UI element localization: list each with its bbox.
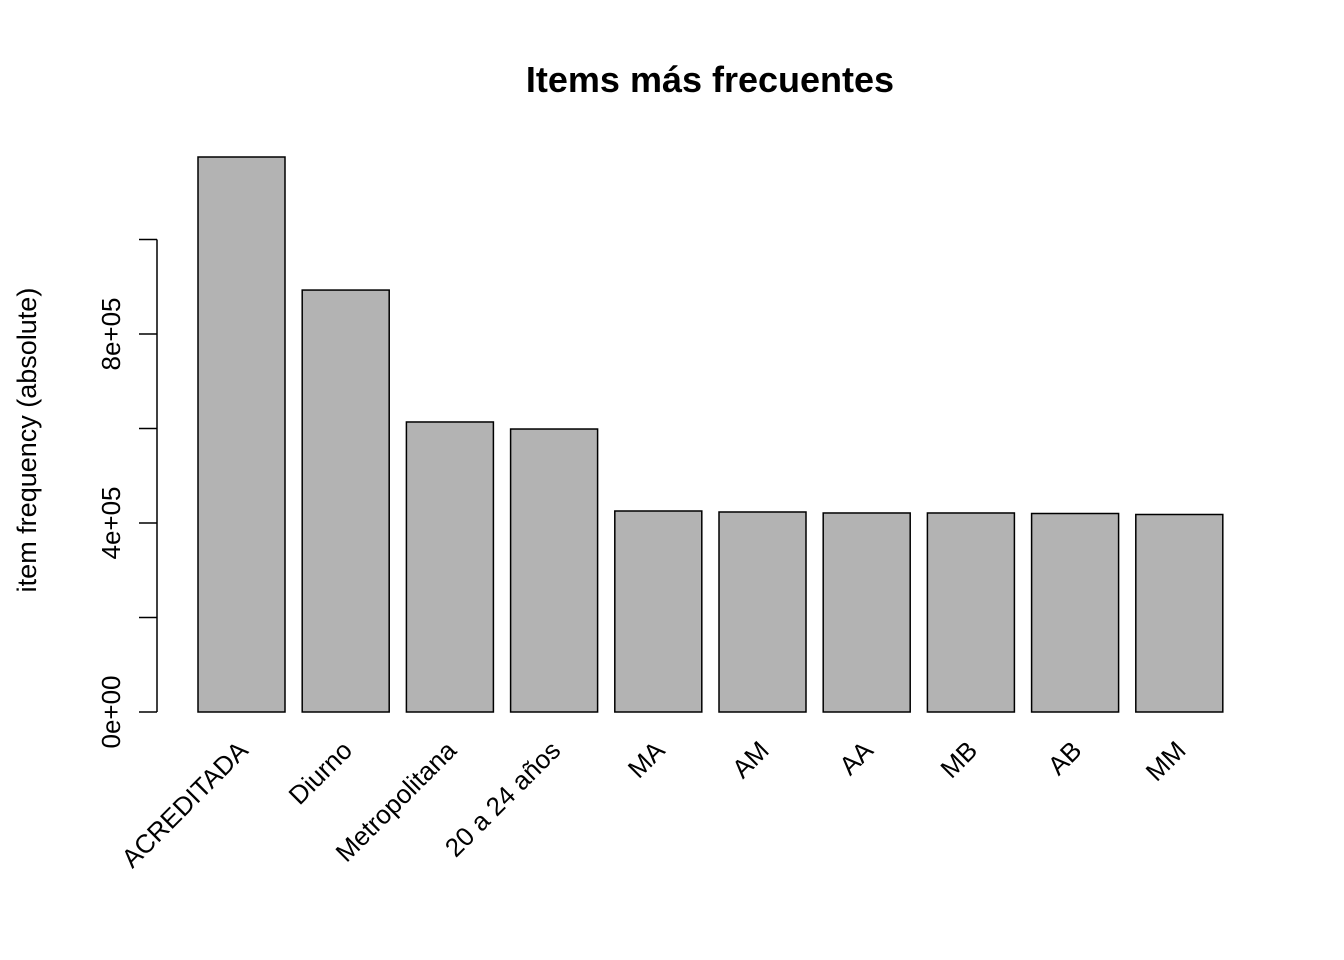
y-tick-label: 4e+05	[96, 486, 126, 559]
bar	[1030, 512, 1120, 713]
x-tick-label: AM	[726, 735, 775, 784]
bar	[718, 511, 807, 713]
bar	[197, 156, 286, 713]
y-axis-label: item frequency (absolute)	[12, 288, 42, 593]
x-tick-label: MM	[1140, 735, 1192, 787]
x-tick-label: Diurno	[283, 735, 358, 810]
bar	[614, 510, 703, 713]
x-tick-label: MA	[622, 735, 671, 784]
x-tick-label: AA	[833, 735, 879, 781]
bar	[926, 512, 1016, 713]
x-tick-label: ACREDITADA	[115, 735, 254, 874]
bar	[1135, 513, 1224, 713]
bar	[509, 428, 599, 713]
bar	[301, 289, 390, 713]
chart-title: Items más frecuentes	[526, 59, 894, 100]
x-tick-label: MB	[934, 735, 983, 784]
x-tick-label: AB	[1042, 735, 1088, 781]
bar	[822, 512, 911, 713]
bar	[405, 421, 495, 713]
y-tick-label: 8e+05	[96, 297, 126, 370]
y-tick-label: 0e+00	[96, 675, 126, 748]
